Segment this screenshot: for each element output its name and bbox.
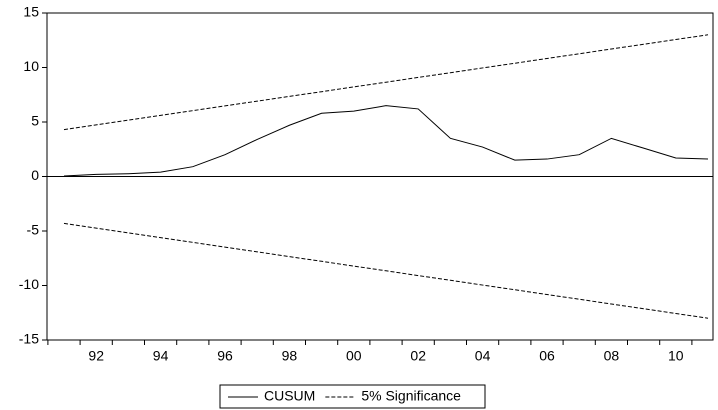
x-tick-label: 96	[217, 348, 233, 364]
y-tick-label: -10	[19, 276, 39, 292]
legend-label: 5% Significance	[361, 388, 461, 404]
line-series	[63, 222, 709, 319]
line-series	[63, 34, 709, 131]
y-tick-label: -5	[27, 222, 40, 238]
x-tick-label: 10	[668, 348, 684, 364]
y-tick-label: 5	[31, 113, 39, 129]
y-tick-label: 10	[23, 58, 39, 74]
legend-label: CUSUM	[264, 388, 315, 404]
x-tick-label: 04	[475, 348, 491, 364]
x-tick-label: 00	[346, 348, 362, 364]
y-tick-label: 0	[31, 167, 39, 183]
x-tick-label: 02	[410, 348, 426, 364]
x-tick-label: 98	[282, 348, 298, 364]
y-tick-label: 15	[23, 4, 39, 20]
x-tick-label: 94	[153, 348, 169, 364]
x-tick-label: 08	[604, 348, 620, 364]
x-tick-label: 92	[88, 348, 104, 364]
line-series	[63, 105, 709, 177]
x-tick-label: 06	[539, 348, 555, 364]
y-tick-label: -15	[19, 331, 39, 347]
legend: CUSUM 5% Significance	[219, 384, 486, 409]
